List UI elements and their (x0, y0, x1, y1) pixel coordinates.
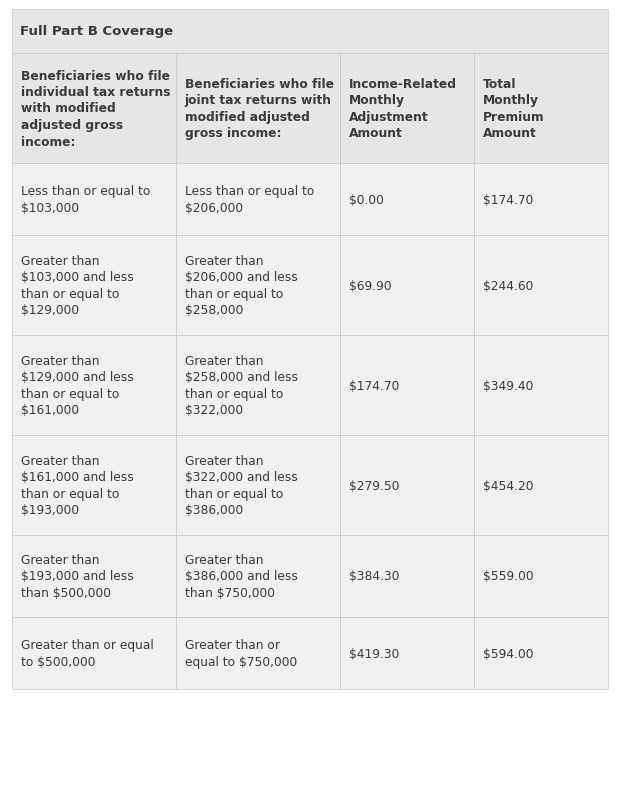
Bar (176, 535, 340, 618)
Bar (474, 236, 608, 335)
Text: $279.50: $279.50 (349, 479, 399, 492)
Bar (340, 54, 474, 164)
Bar (12, 335, 176, 435)
Text: Total
Monthly
Premium
Amount: Total Monthly Premium Amount (483, 78, 544, 140)
Bar (12, 164, 176, 236)
Text: Greater than
$258,000 and less
than or equal to
$322,000: Greater than $258,000 and less than or e… (185, 354, 298, 417)
Bar (12, 236, 176, 335)
Text: $559.00: $559.00 (483, 569, 534, 583)
Bar (340, 535, 474, 618)
Text: $594.00: $594.00 (483, 646, 533, 660)
Bar (474, 618, 608, 689)
Bar (12, 435, 176, 535)
Text: $174.70: $174.70 (483, 193, 533, 206)
Text: $419.30: $419.30 (349, 646, 399, 660)
Text: $454.20: $454.20 (483, 479, 533, 492)
Text: Beneficiaries who file
individual tax returns
with modified
adjusted gross
incom: Beneficiaries who file individual tax re… (21, 70, 171, 148)
Text: Greater than or equal
to $500,000: Greater than or equal to $500,000 (21, 638, 154, 668)
Bar (340, 164, 474, 236)
Bar (474, 435, 608, 535)
Text: $0.00: $0.00 (349, 193, 384, 206)
Text: Greater than
$386,000 and less
than $750,000: Greater than $386,000 and less than $750… (185, 553, 298, 599)
Bar (176, 618, 340, 689)
Bar (12, 618, 176, 689)
Text: Full Part B Coverage: Full Part B Coverage (20, 26, 173, 38)
Text: Less than or equal to
$206,000: Less than or equal to $206,000 (185, 185, 314, 214)
Text: Greater than
$129,000 and less
than or equal to
$161,000: Greater than $129,000 and less than or e… (21, 354, 134, 417)
Bar (176, 54, 340, 164)
Bar (176, 236, 340, 335)
Text: Less than or equal to
$103,000: Less than or equal to $103,000 (21, 185, 151, 214)
Text: Greater than
$206,000 and less
than or equal to
$258,000: Greater than $206,000 and less than or e… (185, 254, 298, 317)
Bar (474, 54, 608, 164)
Text: Greater than
$161,000 and less
than or equal to
$193,000: Greater than $161,000 and less than or e… (21, 454, 134, 516)
Bar (340, 335, 474, 435)
Text: $69.90: $69.90 (349, 279, 391, 292)
Bar (474, 535, 608, 618)
Text: Income-Related
Monthly
Adjustment
Amount: Income-Related Monthly Adjustment Amount (349, 78, 457, 140)
Bar (176, 335, 340, 435)
Text: Greater than
$322,000 and less
than or equal to
$386,000: Greater than $322,000 and less than or e… (185, 454, 298, 516)
Text: Greater than or
equal to $750,000: Greater than or equal to $750,000 (185, 638, 297, 668)
Bar (176, 164, 340, 236)
Bar (340, 618, 474, 689)
Bar (12, 10, 608, 54)
Bar (176, 435, 340, 535)
Text: $174.70: $174.70 (349, 379, 399, 392)
Bar (12, 535, 176, 618)
Text: $349.40: $349.40 (483, 379, 533, 392)
Bar (474, 164, 608, 236)
Text: $384.30: $384.30 (349, 569, 399, 583)
Text: Greater than
$103,000 and less
than or equal to
$129,000: Greater than $103,000 and less than or e… (21, 254, 134, 317)
Text: Greater than
$193,000 and less
than $500,000: Greater than $193,000 and less than $500… (21, 553, 134, 599)
Text: Beneficiaries who file
joint tax returns with
modified adjusted
gross income:: Beneficiaries who file joint tax returns… (185, 78, 334, 140)
Bar (474, 335, 608, 435)
Bar (12, 54, 176, 164)
Text: $244.60: $244.60 (483, 279, 533, 292)
Bar (340, 435, 474, 535)
Bar (340, 236, 474, 335)
Bar (0, 689, 620, 802)
